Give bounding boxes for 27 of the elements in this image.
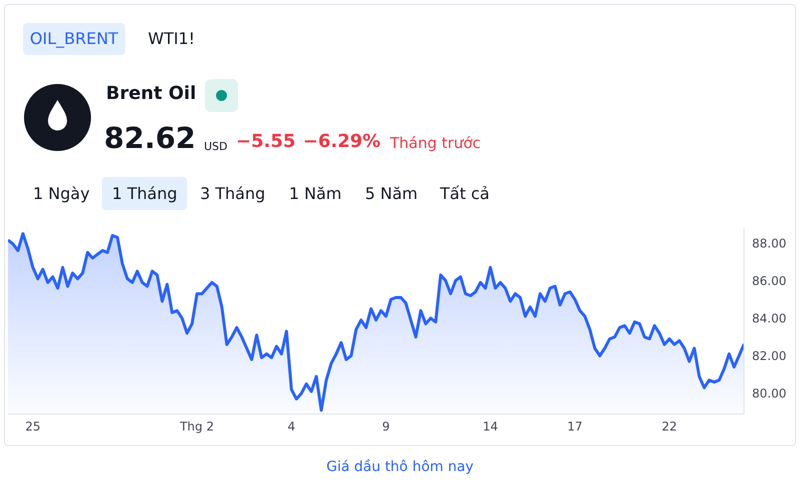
y-tick-label: 80.00 [752, 386, 786, 401]
chart-title: Brent Oil [106, 83, 196, 104]
text: 82.62 [104, 121, 196, 155]
text: Tất cả [439, 183, 491, 205]
text: USD [204, 140, 228, 153]
text: 1 Tháng [102, 177, 188, 210]
text: OIL_BRENT [23, 23, 125, 55]
x-tick-label: 17 [567, 420, 583, 434]
x-tick-label: 25 [25, 420, 41, 434]
x-tick-label: Thg 2 [178, 420, 214, 434]
y-tick-label: 84.00 [752, 311, 786, 326]
x-tick-label: 14 [482, 420, 498, 434]
y-tick-label: 86.00 [752, 274, 786, 288]
x-tick-label: 9 [382, 420, 390, 434]
text: 1 Ngày [32, 183, 91, 205]
text: −5.55 [236, 131, 296, 152]
text: 5 Năm [364, 183, 419, 205]
text: WTI1! [148, 28, 195, 50]
y-tick-label: 82.00 [752, 349, 786, 364]
x-tick-label: 22 [662, 420, 678, 434]
text: −6.29% [303, 131, 381, 152]
text: Giá dầu thô hôm nay [325, 459, 475, 475]
text: 3 Tháng [199, 183, 266, 205]
text: 1 Năm [288, 183, 343, 205]
x-tick-label: 4 [288, 420, 296, 434]
text: Tháng trước [390, 134, 481, 152]
y-tick-label: 88.00 [752, 236, 786, 250]
